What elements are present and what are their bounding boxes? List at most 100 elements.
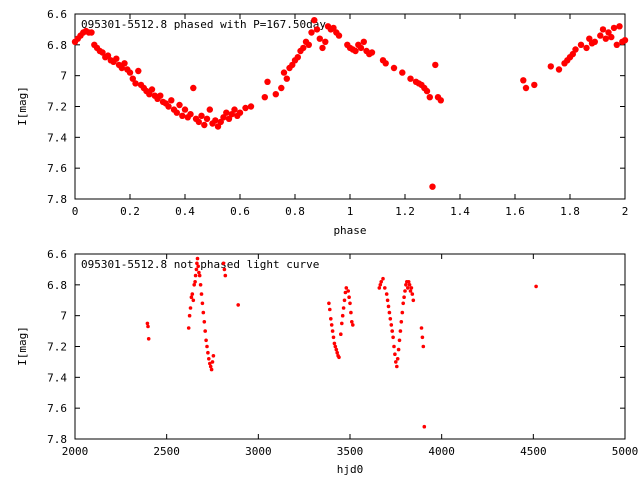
unphased-x-tick-label: 5000 [612, 445, 639, 458]
phased-data-point [206, 106, 213, 113]
unphased-data-point [385, 298, 390, 303]
phased-axis-ticks: 0 0.2 0.4 0.6 0.8 1 1.2 1.4 1.6 1.8 2 6.6 6.8 7 7.2 7.4… [47, 8, 628, 218]
unphased-data-point [410, 292, 415, 296]
phased-data-point [278, 84, 285, 92]
phased-data-point [577, 41, 585, 48]
unphased-data-point [201, 310, 206, 315]
unphased-data-point [401, 301, 406, 306]
phased-data-point [247, 103, 255, 110]
unphased-data-point [406, 286, 410, 290]
phased-data-point [437, 97, 444, 104]
phased-data-point [272, 91, 279, 98]
phased-data-point [283, 75, 290, 82]
phased-data-point [572, 46, 579, 53]
phased-data-point [212, 117, 219, 124]
phased-data-point [264, 78, 271, 86]
unphased-data-point [387, 310, 392, 315]
unphased-data-point [209, 367, 214, 372]
unphased-y-tick-label: 7 [60, 310, 67, 323]
phased-data-point [547, 63, 554, 70]
unphased-data-point [146, 337, 151, 341]
unphased-data-point [186, 326, 191, 330]
unphased-data-point [198, 283, 203, 287]
phased-data-point [261, 94, 268, 101]
phased-data-point [382, 60, 389, 67]
unphased-data-point [187, 313, 192, 318]
phased-data-point [157, 92, 164, 99]
phased-data-point [311, 17, 318, 24]
unphased-data-point [341, 306, 346, 310]
phased-x-tick-label: 2 [622, 205, 629, 218]
phased-x-tick-label: 1.4 [450, 205, 470, 218]
unphased-data-point [337, 355, 341, 360]
phased-data-point [319, 44, 326, 52]
unphased-data-point [223, 273, 228, 278]
phased-data-point [135, 67, 142, 75]
phased-y-axis-label: I[mag] [16, 86, 29, 126]
phased-data-point [201, 121, 208, 129]
unphased-axis-ticks: 2000 2500 3000 3500 4000 4500 5000 6.6 6.8 7 7.2 7.… [47, 248, 638, 458]
unphased-data-point [419, 326, 424, 330]
phased-data-point [214, 123, 222, 130]
unphased-data-point [190, 292, 195, 296]
phased-data-point [368, 49, 376, 56]
phased-data-point [555, 66, 563, 73]
unphased-data-point [146, 324, 150, 329]
phased-x-tick-label: 1 [347, 205, 354, 218]
phased-data-point [146, 91, 153, 98]
phased-data-point [88, 29, 95, 36]
phased-data-point [621, 37, 629, 44]
unphased-data-point [340, 313, 345, 318]
phased-data-point [132, 80, 139, 87]
phased-data-point [190, 84, 197, 92]
unphased-data-point [222, 267, 227, 272]
phased-x-tick-label: 1.2 [395, 205, 415, 218]
unphased-data-point [388, 317, 393, 321]
unphased-data-point [394, 360, 398, 364]
unphased-data-point [330, 329, 335, 333]
phased-x-tick-label: 0.4 [175, 205, 195, 218]
unphased-data-point [392, 344, 396, 349]
phased-x-tick-label: 0.2 [120, 205, 140, 218]
phased-data-point [330, 24, 337, 32]
phased-data-point [335, 32, 343, 39]
phased-data-point [426, 94, 433, 101]
unphased-data-point [399, 320, 404, 324]
unphased-data-point [333, 344, 338, 349]
phased-data-point [407, 75, 414, 82]
phased-data-point [173, 109, 180, 116]
unphased-chart-title: 095301-5512.8 not phased light curve [81, 258, 319, 271]
unphased-data-point [192, 283, 196, 287]
phased-data-point [316, 35, 323, 42]
phased-data-point [613, 41, 620, 48]
unphased-data-point [208, 364, 213, 369]
unphased-data-point [398, 329, 403, 333]
unphased-data-point [346, 289, 351, 293]
unphased-data-point [339, 332, 343, 337]
phased-chart-panel: 095301-5512.8 phased with P=167.50day ph… [16, 8, 628, 237]
phased-data-point [605, 29, 612, 36]
phased-data-point [608, 33, 615, 41]
phased-y-tick-label: 7 [60, 70, 67, 83]
unphased-data-point [334, 347, 339, 352]
unphased-data-point [391, 335, 395, 340]
phased-data-point [583, 44, 590, 52]
unphased-data-point [402, 295, 406, 300]
unphased-data-point [199, 292, 204, 296]
unphased-data-points [145, 256, 538, 429]
phased-data-point [165, 103, 172, 110]
unphased-data-point [406, 280, 411, 284]
phased-data-point [360, 38, 367, 45]
unphased-data-point [210, 360, 215, 364]
phased-chart-title: 095301-5512.8 phased with P=167.50day [81, 18, 326, 31]
phased-data-point [423, 87, 431, 95]
unphased-chart-panel: 095301-5512.8 not phased light curve hjd… [16, 248, 638, 476]
phased-data-point [305, 41, 312, 48]
unphased-data-point [390, 329, 395, 333]
phased-data-point [308, 29, 315, 36]
phased-data-point [610, 24, 618, 32]
unphased-data-point [381, 276, 385, 281]
unphased-data-point [191, 298, 196, 303]
phased-data-point [220, 114, 227, 121]
